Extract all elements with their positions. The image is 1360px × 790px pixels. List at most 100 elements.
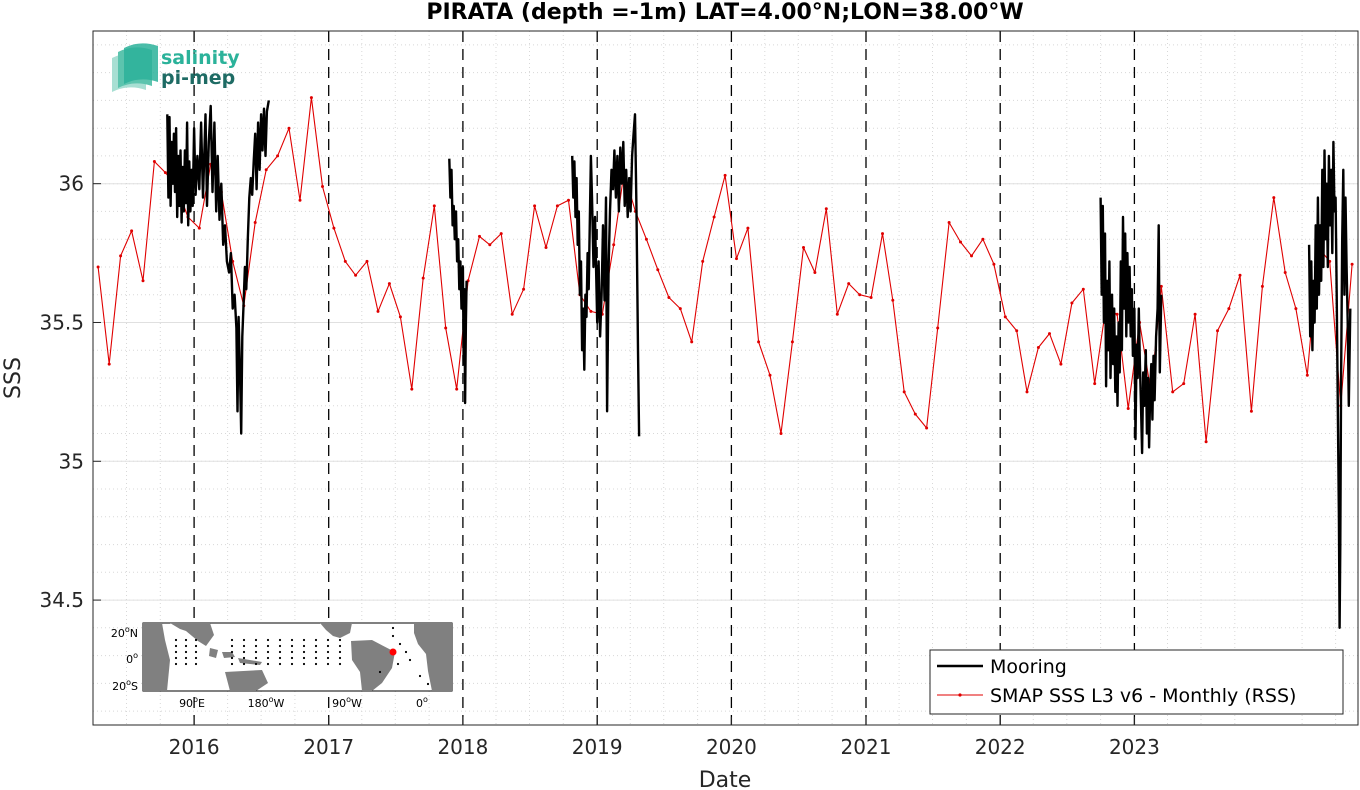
station-dot (242, 650, 246, 654)
station-dot (230, 638, 234, 642)
smap-point (410, 387, 414, 391)
smap-point (298, 198, 302, 202)
y-axis-label: SSS (1, 357, 26, 399)
station-dot (391, 634, 395, 638)
smap-point (1283, 271, 1287, 274)
mooring-series-line (166, 100, 1352, 629)
station-dot (326, 662, 330, 666)
y-tick-labels: 34.5 35 35.5 36 (39, 172, 101, 612)
station-dot (302, 644, 306, 648)
australia-land (225, 670, 268, 691)
station-dot (338, 650, 342, 654)
smap-point (959, 240, 962, 244)
station-dot (278, 662, 282, 666)
legend-smap-marker (958, 693, 962, 697)
y-tick-label: 35.5 (39, 311, 84, 335)
x-tick-label: 2020 (706, 735, 757, 759)
salinity-pimep-logo: salinity pi-mep (112, 43, 240, 92)
central-america-land (320, 623, 352, 638)
smap-point (1171, 390, 1175, 394)
station-dot (314, 656, 318, 660)
logo-line2: pi-mep (161, 67, 235, 89)
station-dot (174, 650, 178, 654)
south-america-land (351, 640, 395, 691)
station-dot (326, 644, 330, 648)
sumatra-land (209, 648, 218, 658)
smap-point (1272, 196, 1276, 200)
smap-point (107, 362, 111, 366)
y-tick-label: 36 (59, 172, 84, 196)
x-tick-label: 2016 (169, 735, 220, 759)
x-tick-label: 2019 (572, 735, 623, 759)
smap-point (891, 298, 895, 302)
smap-point (970, 254, 973, 258)
station-dot (302, 650, 306, 654)
smap-point (354, 273, 358, 277)
smap-point (264, 168, 268, 172)
legend-mooring-label: Mooring (990, 656, 1067, 678)
map-lon-label: 90oE (179, 695, 205, 710)
station-dot (302, 656, 306, 660)
legend-box (929, 649, 1344, 715)
station-dot (302, 662, 306, 666)
smap-point (835, 312, 839, 316)
station-dot (290, 662, 294, 666)
station-dot (194, 638, 198, 642)
smap-point (343, 259, 347, 263)
station-dot (194, 644, 198, 648)
station-dot (242, 662, 246, 666)
west-africa-land (414, 623, 452, 691)
smap-point (746, 226, 750, 230)
smap-point (678, 307, 682, 311)
smap-point (1059, 362, 1063, 366)
smap-point (779, 432, 783, 435)
smap-point (858, 293, 862, 297)
smap-point (881, 232, 884, 236)
station-dot (254, 662, 258, 666)
station-dot (338, 662, 342, 666)
wave-logo-icon (112, 43, 158, 92)
smap-point (287, 126, 291, 130)
station-dot (266, 656, 270, 660)
x-tick-labels: 2016 2017 2018 2019 2020 2021 2022 2023 (169, 717, 1160, 759)
smap-point (1350, 262, 1354, 266)
station-dot (426, 682, 430, 686)
station-dot (266, 644, 270, 648)
smap-point (555, 204, 559, 208)
station-dot (278, 644, 282, 648)
smap-point (1048, 332, 1051, 336)
smap-point (1126, 407, 1130, 410)
smap-point (1182, 382, 1186, 386)
station-dot (184, 662, 188, 666)
smap-point (152, 160, 156, 163)
station-dot (174, 638, 178, 642)
smap-point (847, 282, 851, 286)
smap-point (141, 279, 145, 283)
smap-point (1070, 301, 1074, 305)
smap-point (992, 262, 996, 266)
station-dot (314, 644, 318, 648)
smap-point (947, 221, 951, 224)
smap-point (802, 246, 805, 249)
smap-point (455, 387, 459, 391)
smap-point (1216, 329, 1219, 333)
station-dot (396, 662, 400, 666)
station-dot (404, 650, 408, 654)
mooring-stations (174, 626, 430, 686)
smap-point (309, 96, 313, 100)
smap-point (757, 340, 761, 344)
station-dot (378, 670, 382, 674)
smap-point (690, 340, 694, 344)
smap-point (1294, 307, 1298, 311)
station-dot (326, 650, 330, 654)
smap-point (432, 204, 436, 208)
smap-point (1081, 287, 1085, 291)
station-dot (314, 662, 318, 666)
station-dot (266, 662, 270, 666)
station-dot (230, 656, 234, 660)
smap-point (667, 296, 671, 299)
x-tick-label: 2017 (303, 735, 354, 759)
station-dot (338, 638, 342, 642)
logo-line1: salinity (161, 47, 240, 69)
